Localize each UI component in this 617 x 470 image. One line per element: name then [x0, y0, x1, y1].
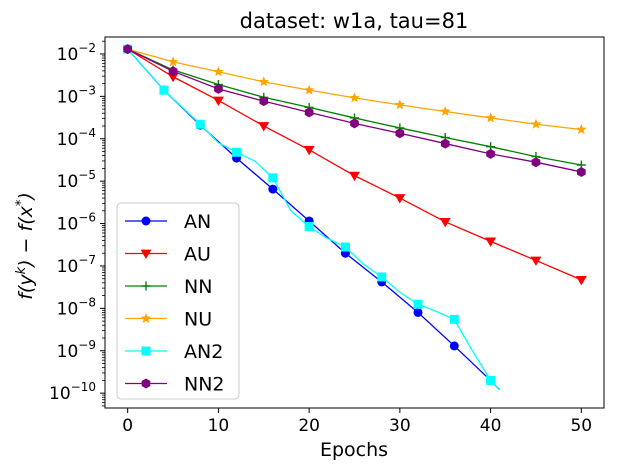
data-point-an2 [486, 375, 496, 385]
data-point-nu [258, 76, 269, 87]
data-point-nn2 [440, 138, 450, 149]
legend-marker-nn2 [141, 378, 151, 389]
data-point-au [439, 217, 451, 228]
x-tick-label: 40 [480, 416, 502, 436]
data-point-au [212, 96, 224, 106]
data-point-an [413, 307, 423, 317]
data-point-nn2 [531, 157, 541, 168]
data-point-nu [213, 66, 224, 77]
data-point-nn2 [350, 118, 359, 129]
data-point-an2 [304, 222, 314, 232]
data-point-nu [576, 124, 587, 134]
data-point-nu [530, 118, 542, 129]
legend-label-au: AU [184, 244, 211, 266]
data-point-nn2 [168, 66, 178, 77]
legend-entry-an: AN [125, 211, 211, 233]
y-tick-label: 10−6 [57, 211, 96, 235]
plot-frame [104, 36, 605, 409]
data-point-nn2 [214, 83, 223, 94]
data-point-an2 [413, 299, 423, 309]
series-nu [127, 48, 587, 134]
data-point-au [258, 122, 270, 132]
legend-label-an: AN [184, 211, 211, 233]
data-point-au [485, 237, 497, 247]
axes: 0 10 20 30 40 50 10−10 10−9 10−8 10−7 10−6 10−5 10−4… [49, 36, 605, 436]
y-tick-label: 10−3 [57, 83, 96, 107]
data-point-an2 [232, 147, 242, 157]
data-point-nu [485, 112, 496, 123]
data-point-au [349, 171, 360, 182]
data-point-an2 [340, 242, 350, 252]
data-point-nu [349, 92, 360, 103]
y-tick-label: 10−4 [57, 126, 96, 150]
legend-entry-an2: AN2 [125, 341, 223, 363]
legend-marker-nn [141, 281, 151, 291]
legend-entry-nu: NU [125, 309, 212, 331]
legend-label-an2: AN2 [184, 341, 223, 363]
legend-entry-nn2: NN2 [125, 374, 225, 396]
data-point-au [303, 145, 315, 156]
legend-entry-au: AU [125, 244, 211, 266]
x-tick-label: 10 [208, 416, 230, 436]
legend-marker-nu [140, 313, 152, 323]
y-tick-label: 10−2 [57, 41, 96, 65]
legend-label-nn: NN [184, 276, 212, 298]
data-point-nu [440, 105, 451, 116]
legend-marker-an [141, 216, 151, 226]
data-point-an [449, 341, 459, 351]
legend-marker-an2 [141, 346, 151, 356]
data-point-nn2 [576, 166, 586, 177]
data-point-nn2 [486, 148, 495, 159]
data-point-au [530, 256, 542, 266]
plot-area [123, 44, 587, 391]
data-point-au [575, 276, 587, 286]
data-point-an2 [377, 272, 387, 282]
x-tick-label: 50 [570, 416, 592, 436]
data-point-an [268, 184, 278, 194]
x-tick-label: 30 [389, 416, 411, 436]
data-point-nu [167, 56, 179, 67]
data-point-an2 [195, 119, 205, 129]
series-group [123, 44, 587, 391]
series-au [127, 48, 587, 286]
data-point-nn2 [123, 44, 133, 55]
data-point-an2 [268, 173, 278, 183]
legend-label-nn2: NN2 [184, 374, 225, 396]
y-tick-label: 10−7 [57, 253, 96, 277]
data-point-nn2 [259, 96, 269, 107]
x-tick-label: 0 [122, 416, 133, 436]
legend: AN AU NN NU AN2 NN2 [116, 202, 240, 400]
y-tick-label: 10−10 [49, 380, 96, 404]
data-point-nn2 [304, 107, 314, 118]
legend-box [116, 202, 240, 400]
data-point-au [394, 194, 406, 204]
legend-marker-au [140, 249, 152, 259]
legend-label-nu: NU [184, 309, 212, 331]
y-tick-label: 10−5 [57, 168, 96, 192]
x-axis-label: Epochs [320, 439, 388, 461]
data-point-an2 [159, 85, 169, 95]
data-point-nn2 [395, 128, 405, 139]
y-axis-label: f(yk) − f(x*) [14, 192, 37, 300]
x-tick-label: 20 [298, 416, 320, 436]
data-point-nu [303, 84, 315, 95]
data-point-au [167, 72, 179, 83]
y-tick-label: 10−8 [57, 295, 96, 319]
chart-title: dataset: w1a, tau=81 [240, 9, 469, 33]
legend-entry-nn: NN [125, 276, 212, 298]
series-nn2 [123, 44, 586, 177]
data-point-nu [394, 99, 406, 110]
y-tick-label: 10−9 [57, 338, 96, 362]
data-point-an2 [449, 314, 459, 324]
